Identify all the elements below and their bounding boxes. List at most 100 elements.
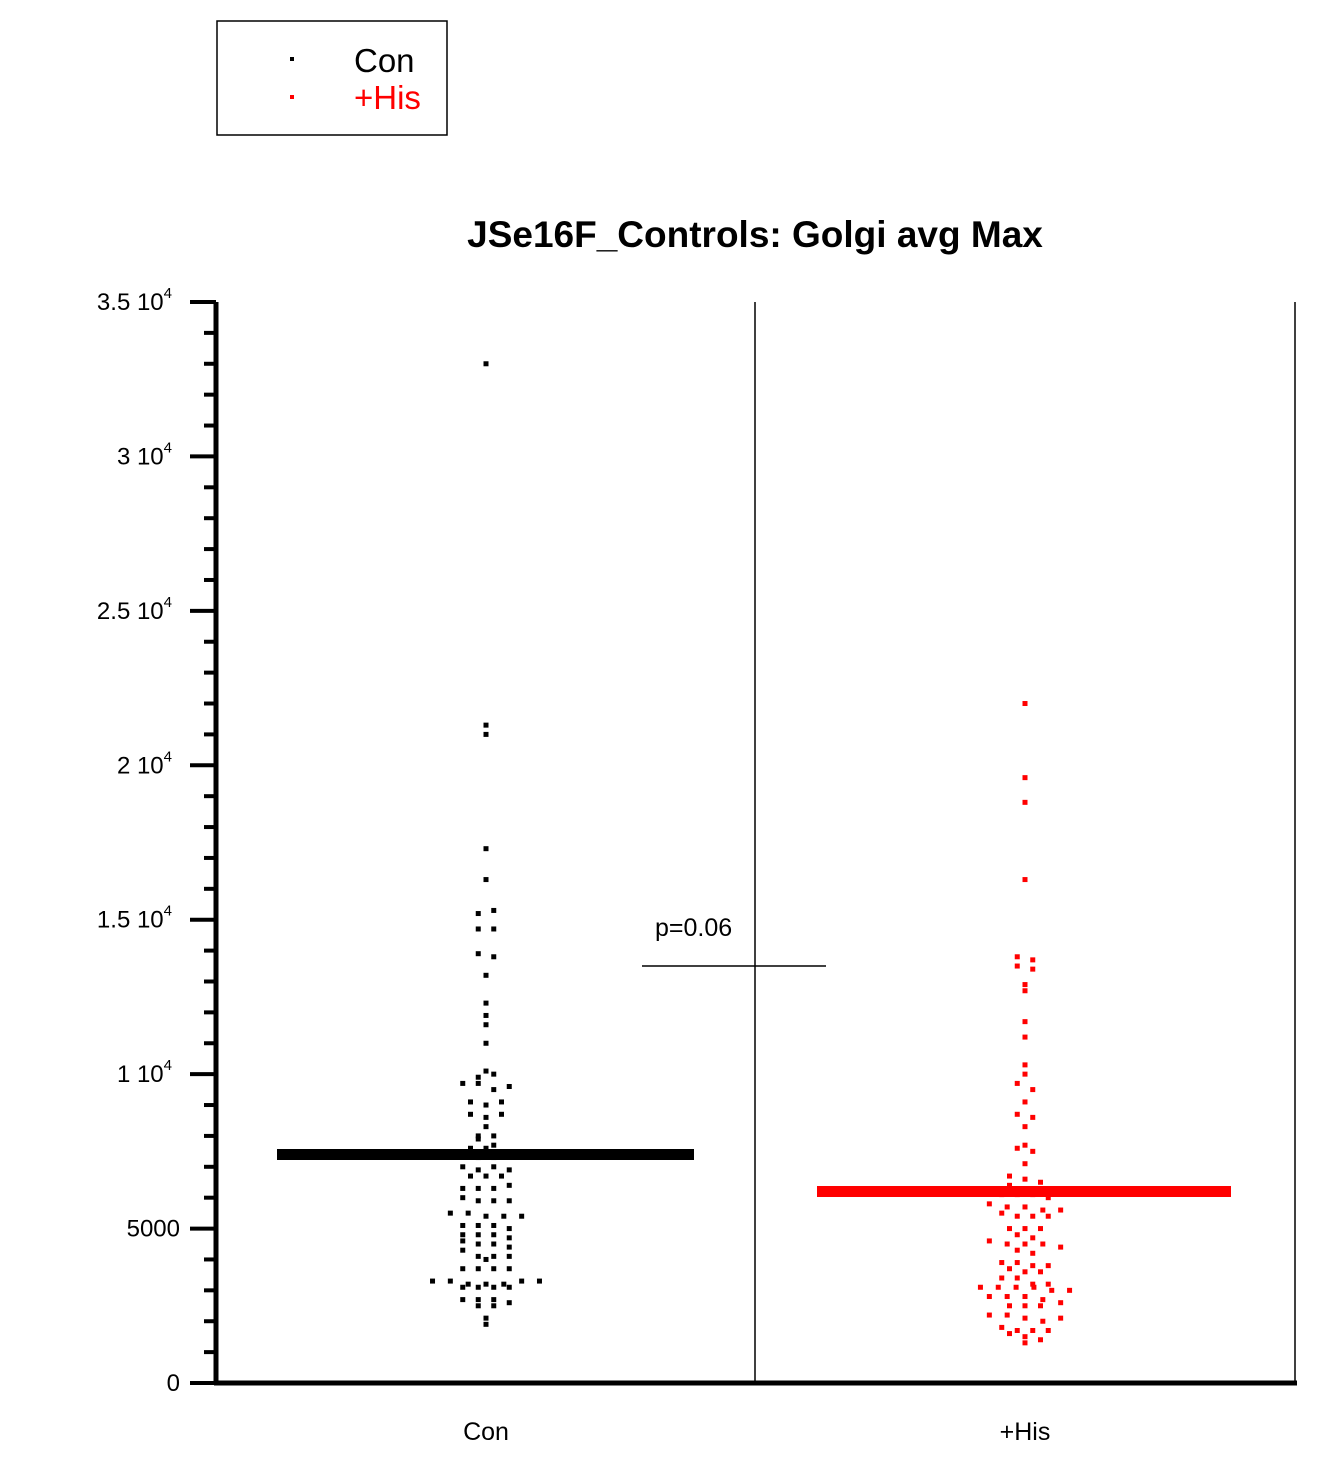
data-point	[1030, 1263, 1036, 1269]
y-tick-label-mantissa: 5000	[127, 1216, 180, 1243]
data-point	[1022, 701, 1028, 707]
data-point	[468, 1145, 473, 1151]
data-point	[483, 972, 489, 978]
data-point	[986, 1201, 992, 1207]
data-point	[1022, 1062, 1028, 1068]
y-tick-label-mantissa: 1 10	[117, 1061, 164, 1088]
data-point	[1030, 1213, 1036, 1219]
data-point	[475, 1284, 481, 1290]
data-point	[475, 1253, 481, 1259]
data-point	[1014, 1232, 1020, 1238]
data-point	[483, 1281, 489, 1287]
x-axis-category-labels: Con +His	[463, 1418, 1050, 1446]
data-point	[506, 1244, 512, 1250]
data-point	[491, 1222, 497, 1228]
data-point	[483, 731, 489, 737]
data-point	[1004, 1312, 1010, 1318]
data-point	[1014, 1080, 1020, 1086]
data-point	[491, 1164, 497, 1170]
data-point	[483, 1114, 489, 1120]
data-point	[475, 1136, 481, 1142]
chart-title: JSe16F_Controls: Golgi avg Max	[467, 214, 1043, 255]
data-point	[986, 1294, 992, 1300]
data-point	[1013, 1284, 1019, 1290]
y-tick-label: 3 104	[117, 439, 172, 470]
y-tick-label: 1.5 104	[97, 903, 172, 934]
data-point	[1031, 1284, 1037, 1290]
data-point	[1030, 1250, 1036, 1256]
data-point	[460, 1080, 466, 1086]
data-point	[1022, 775, 1028, 781]
y-tick-label-exponent: 4	[164, 285, 172, 302]
data-point	[1030, 1281, 1036, 1287]
data-point	[483, 1000, 489, 1006]
data-point	[1030, 1327, 1036, 1333]
y-tick-label: 5000	[127, 1216, 180, 1243]
data-point	[483, 846, 489, 852]
data-point	[465, 1210, 471, 1216]
data-point	[1007, 1226, 1012, 1232]
data-point	[447, 1278, 453, 1284]
x-category-label: +His	[1000, 1418, 1051, 1446]
data-point	[491, 1303, 497, 1309]
data-point	[1040, 1318, 1046, 1324]
data-point	[460, 1247, 466, 1253]
data-point	[465, 1281, 471, 1287]
data-point	[460, 1195, 466, 1201]
data-point	[491, 1185, 497, 1191]
data-point	[1022, 1099, 1028, 1105]
data-point	[1045, 1327, 1051, 1333]
data-point	[506, 1182, 512, 1188]
data-point	[1014, 1213, 1020, 1219]
data-point	[1004, 1294, 1010, 1300]
data-point	[483, 1145, 489, 1151]
data-point	[475, 1074, 481, 1080]
data-point	[519, 1213, 525, 1219]
data-point	[499, 1099, 504, 1105]
data-point	[1022, 1241, 1028, 1247]
data-point	[475, 1222, 481, 1228]
data-point	[483, 1012, 489, 1018]
data-point	[491, 954, 497, 960]
data-point	[1007, 1182, 1012, 1188]
data-point	[1014, 963, 1020, 969]
data-point	[977, 1284, 983, 1290]
data-point	[1022, 1269, 1028, 1275]
data-points	[430, 361, 1073, 1346]
data-point	[1045, 1213, 1051, 1219]
data-point	[1022, 1176, 1028, 1182]
data-point	[1022, 1124, 1028, 1130]
data-point	[1038, 1226, 1043, 1232]
data-point	[1049, 1287, 1055, 1293]
data-point	[506, 1198, 512, 1204]
data-point	[1014, 1275, 1020, 1281]
y-tick-label-exponent: 4	[164, 594, 172, 611]
data-point	[1022, 1315, 1028, 1321]
data-point	[483, 722, 489, 728]
data-point	[1022, 1019, 1028, 1025]
data-point	[1022, 1142, 1028, 1148]
y-tick-label-mantissa: 2.5 10	[97, 598, 164, 625]
data-point	[491, 1241, 497, 1247]
data-point	[506, 1235, 512, 1241]
data-point	[1038, 1303, 1043, 1309]
data-point	[1014, 954, 1020, 960]
data-point	[460, 1185, 466, 1191]
data-point	[430, 1278, 436, 1284]
data-point	[460, 1164, 466, 1170]
legend-marker-his	[290, 95, 294, 99]
data-point	[1022, 1034, 1028, 1040]
data-point	[1014, 1260, 1020, 1266]
data-point	[1058, 1300, 1064, 1306]
data-point	[1014, 1327, 1020, 1333]
data-point	[1038, 1337, 1043, 1343]
data-point	[468, 1173, 473, 1179]
y-tick-label-exponent: 4	[164, 439, 172, 456]
data-point	[475, 1303, 481, 1309]
data-point	[1022, 1226, 1028, 1232]
data-point	[1040, 1297, 1046, 1303]
legend-marker-con	[290, 57, 294, 61]
data-point	[1014, 1247, 1020, 1253]
